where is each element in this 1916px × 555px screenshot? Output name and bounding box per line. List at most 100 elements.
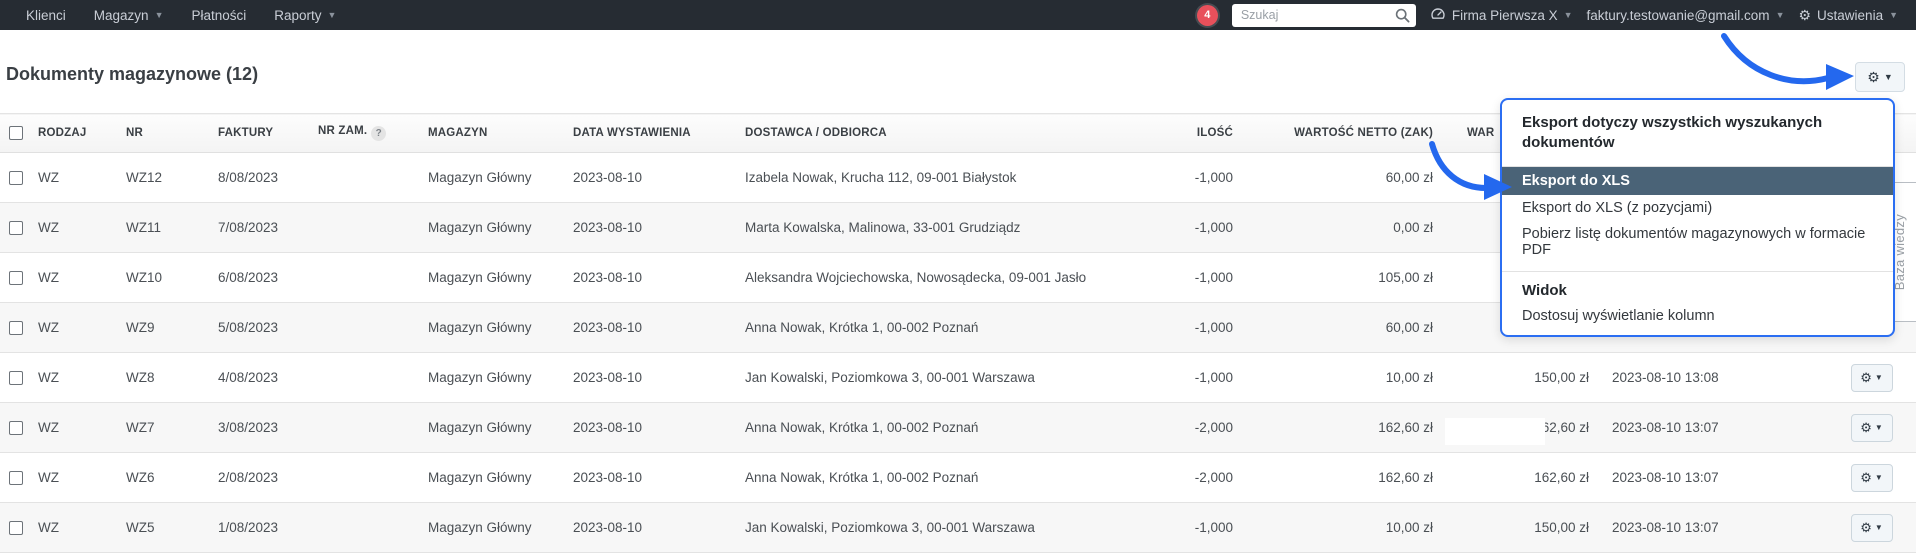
gear-icon: ⚙ [1860, 369, 1872, 385]
row-checkbox[interactable] [9, 321, 23, 336]
company-switcher[interactable]: Firma Pierwsza X ▼ [1430, 6, 1573, 25]
row-checkbox[interactable] [9, 221, 23, 236]
chevron-down-icon: ▼ [1874, 522, 1883, 532]
cell-magazyn: Magazyn Główny [428, 520, 532, 535]
cell-data-wystawienia: 2023-08-10 [573, 520, 643, 535]
cell-rodzaj: WZ [38, 220, 59, 235]
nav-label: Magazyn [93, 7, 149, 23]
col-rodzaj: RODZAJ [38, 127, 87, 139]
cell-wartosc-netto-zak: 10,00 zł [1385, 520, 1433, 535]
row-gear-button[interactable]: ⚙ ▼ [1850, 413, 1893, 442]
menu-item-eksport-xls[interactable]: Eksport do XLS [1502, 166, 1893, 195]
dropdown-section-widok: Widok [1522, 281, 1567, 299]
row-checkbox[interactable] [9, 471, 23, 486]
divider [1502, 165, 1893, 167]
menu-item-dostosuj-kolumny[interactable]: Dostosuj wyświetlanie kolumn [1522, 307, 1715, 324]
nav-item-magazyn[interactable]: Magazyn ▼ [80, 0, 178, 30]
cell-faktury: 3/08/2023 [218, 420, 279, 435]
cell-magazyn: Magazyn Główny [428, 320, 532, 335]
nav-item-klienci[interactable]: Klienci [0, 0, 80, 30]
page-title: Dokumenty magazynowe (12) [6, 64, 259, 84]
col-ilosc: ILOŚĆ [1196, 127, 1233, 139]
main-menu: Klienci Magazyn ▼ Płatności Raporty ▼ [0, 0, 350, 30]
row-checkbox[interactable] [9, 271, 23, 286]
gear-icon: ⚙ [1860, 519, 1872, 535]
select-all-checkbox[interactable] [9, 126, 23, 140]
cell-nr: WZ12 [126, 170, 163, 185]
chevron-down-icon: ▼ [1889, 9, 1898, 20]
gear-icon: ⚙ [1798, 6, 1812, 23]
gear-icon: ⚙ [1867, 68, 1880, 85]
settings-menu[interactable]: ⚙ Ustawienia ▼ [1798, 7, 1898, 24]
cell-data-wystawienia: 2023-08-10 [573, 420, 643, 435]
cell-magazyn: Magazyn Główny [428, 470, 532, 485]
row-gear-button[interactable]: ⚙ ▼ [1850, 463, 1893, 492]
account-menu[interactable]: faktury.testowanie@gmail.com ▼ [1587, 8, 1785, 23]
col-wartosc-cut: WAR [1467, 127, 1495, 139]
cell-data-wystawienia: 2023-08-10 [573, 470, 643, 485]
cell-nr: WZ11 [126, 220, 162, 235]
cell-dostawca-odbiorca: Izabela Nowak, Krucha 112, 09-001 Białys… [745, 170, 1017, 185]
cell-wartosc-netto-zak: 60,00 zł [1385, 170, 1433, 185]
cell-actions: ⚙ ▼ [1827, 503, 1916, 553]
chevron-down-icon: ▼ [1874, 422, 1883, 432]
cell-dostawca-odbiorca: Jan Kowalski, Poziomkowa 3, 00-001 Warsz… [745, 520, 1035, 535]
nav-label: Raporty [274, 7, 322, 23]
cell-data-wystawienia: 2023-08-10 [573, 220, 643, 235]
cell-rodzaj: WZ [38, 320, 59, 335]
table-row: WZ WZ6 2/08/2023 Magazyn Główny 2023-08-10 An… [0, 452, 1916, 503]
search-icon [1395, 8, 1410, 26]
menu-item-pobierz-pdf[interactable]: Pobierz listę dokumentów magazynowych w … [1522, 225, 1866, 258]
cell-utworzono: 2023-08-10 13:07 [1612, 520, 1719, 535]
cell-nr: WZ5 [126, 520, 155, 535]
row-checkbox[interactable] [9, 521, 23, 536]
cell-magazyn: Magazyn Główny [428, 370, 532, 385]
notification-badge[interactable]: 4 [1196, 4, 1218, 26]
cell-ilosc: -1,000 [1194, 270, 1233, 285]
cell-actions: ⚙ ▼ [1827, 353, 1916, 403]
cell-magazyn: Magazyn Główny [428, 170, 532, 185]
settings-label: Ustawienia [1817, 7, 1884, 23]
cell-actions: ⚙ ▼ [1827, 453, 1916, 503]
nav-item-platnosci[interactable]: Płatności [177, 0, 260, 30]
cell-data-wystawienia: 2023-08-10 [573, 170, 643, 185]
chevron-down-icon: ▼ [1874, 372, 1883, 382]
cell-rodzaj: WZ [38, 470, 59, 485]
row-gear-button[interactable]: ⚙ ▼ [1850, 513, 1893, 542]
col-magazyn: MAGAZYN [428, 127, 488, 139]
help-icon[interactable]: ? [371, 126, 387, 141]
col-dostawca-odbiorca: DOSTAWCA / ODBIORCA [745, 127, 887, 139]
cell-data-wystawienia: 2023-08-10 [573, 270, 643, 285]
cell-nr: WZ6 [126, 470, 155, 485]
nav-item-raporty[interactable]: Raporty ▼ [260, 0, 350, 30]
table-row: WZ WZ5 1/08/2023 Magazyn Główny 2023-08-10 Ja… [0, 502, 1916, 553]
cell-data-wystawienia: 2023-08-10 [573, 370, 643, 385]
search-input[interactable] [1231, 3, 1416, 27]
cell-ilosc: -2,000 [1194, 470, 1233, 485]
row-gear-button[interactable]: ⚙ ▼ [1850, 363, 1893, 392]
account-email: faktury.testowanie@gmail.com [1586, 7, 1770, 23]
cell-wartosc-2: 150,00 zł [1534, 370, 1589, 385]
cell-nr-zam [310, 403, 420, 453]
gear-icon: ⚙ [1860, 469, 1872, 485]
row-checkbox[interactable] [9, 171, 23, 186]
row-checkbox[interactable] [9, 421, 23, 436]
export-dropdown-panel: Eksport dotyczy wszystkich wyszukanych d… [1500, 98, 1895, 337]
cell-wartosc-netto-zak: 60,00 zł [1385, 320, 1433, 335]
cell-dostawca-odbiorca: Anna Nowak, Krótka 1, 00-002 Poznań [745, 320, 979, 335]
cell-faktury: 6/08/2023 [218, 270, 279, 285]
cell-nr-zam [310, 253, 420, 303]
row-checkbox[interactable] [9, 371, 23, 386]
menu-item-eksport-xls-pozycje[interactable]: Eksport do XLS (z pozycjami) [1522, 199, 1713, 216]
spacer [1502, 263, 1893, 271]
table-actions-gear-button[interactable]: ⚙ ▼ [1855, 62, 1905, 92]
cell-nr-zam [310, 453, 420, 503]
cell-rodzaj: WZ [38, 370, 59, 385]
divider [1502, 270, 1893, 272]
cell-nr: WZ10 [126, 270, 163, 285]
cell-ilosc: -2,000 [1194, 420, 1233, 435]
chevron-down-icon: ▼ [1874, 472, 1883, 482]
table-row: WZ WZ7 3/08/2023 Magazyn Główny 2023-08-10 An… [0, 402, 1916, 453]
cell-wartosc-netto-zak: 162,60 zł [1378, 420, 1433, 435]
